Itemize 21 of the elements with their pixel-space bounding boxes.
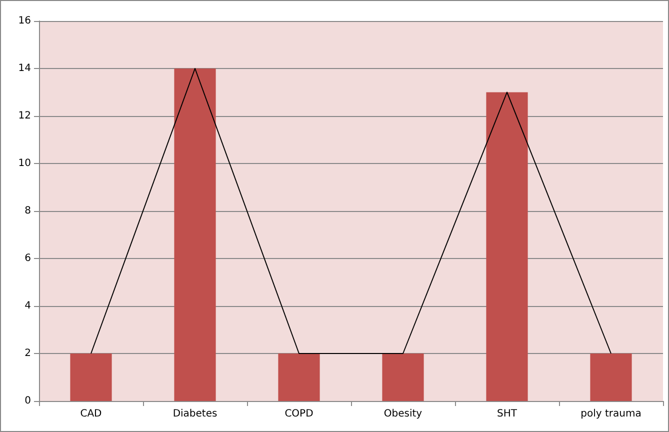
x-tick-label: Obesity	[384, 408, 422, 420]
y-tick-label: 6	[24, 253, 31, 264]
y-tick-label: 10	[18, 158, 31, 169]
y-tick-label: 12	[18, 110, 31, 122]
bar	[70, 354, 112, 401]
bar	[486, 92, 528, 401]
x-tick-label: COPD	[284, 408, 314, 420]
y-tick-label: 4	[24, 300, 31, 312]
x-tick-label: poly trauma	[580, 408, 642, 420]
y-tick-label: 2	[24, 348, 31, 359]
y-tick-label: 16	[18, 16, 31, 26]
bar	[174, 68, 216, 401]
y-tick-label: 14	[18, 63, 31, 74]
bar	[590, 354, 632, 401]
bar	[382, 354, 424, 401]
y-tick-label: 0	[24, 396, 31, 406]
y-tick-label: 8	[24, 206, 31, 216]
x-tick-label: Diabetes	[172, 408, 218, 420]
x-tick-label: CAD	[80, 408, 102, 420]
x-tick-label: SHT	[497, 408, 518, 420]
bar	[278, 354, 320, 401]
